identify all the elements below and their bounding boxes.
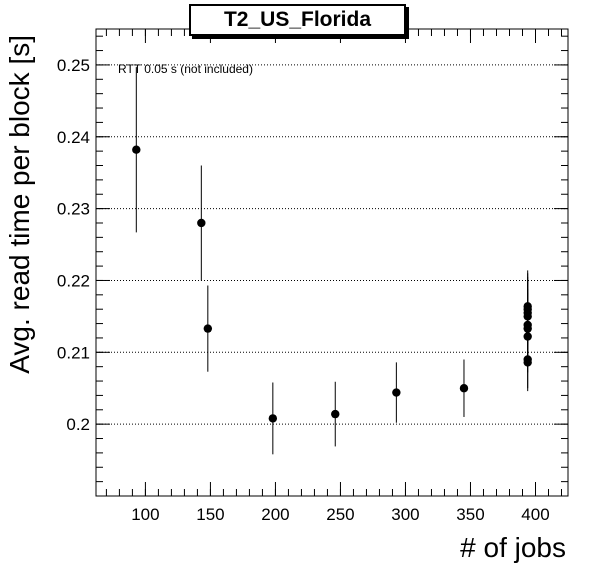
x-tick-label: 400 <box>521 505 549 524</box>
x-tick-label: 200 <box>261 505 289 524</box>
data-point <box>268 382 278 455</box>
grid-lines <box>96 64 568 425</box>
data-points <box>132 67 532 455</box>
x-tick-label: 150 <box>196 505 224 524</box>
y-tick-label: 0.22 <box>57 271 90 290</box>
marker <box>197 218 206 228</box>
data-point <box>392 362 401 423</box>
x-tick-label: 100 <box>131 505 159 524</box>
data-point <box>132 67 141 233</box>
marker <box>459 384 469 393</box>
y-tick-label: 0.2 <box>66 415 90 434</box>
data-point <box>523 333 532 392</box>
marker <box>268 414 278 423</box>
rtt-annotation: RTT 0.05 s (not included) <box>118 62 253 76</box>
y-axis-label: Avg. read time per block [s] <box>4 35 35 374</box>
data-point <box>197 165 206 281</box>
marker <box>331 409 340 419</box>
marker <box>523 358 532 367</box>
y-tick-label: 0.25 <box>57 56 90 75</box>
y-tick-label: 0.21 <box>57 343 90 362</box>
x-axis-label: # of jobs <box>460 532 566 563</box>
chart-title-box: T2_US_Florida <box>189 4 406 36</box>
axis-ticks <box>96 29 568 497</box>
marker <box>203 324 213 333</box>
x-tick-label: 300 <box>391 505 419 524</box>
data-point <box>459 359 469 417</box>
x-tick-label: 350 <box>456 505 484 524</box>
plot-frame <box>95 28 569 497</box>
marker <box>392 388 401 397</box>
tick-labels: 0.2 0.21 0.22 0.23 0.24 0.25 100 150 200 250 300 35… <box>57 56 550 524</box>
data-point <box>331 381 340 447</box>
data-point <box>203 285 213 372</box>
y-tick-label: 0.24 <box>57 128 90 147</box>
y-tick-label: 0.23 <box>57 200 90 219</box>
chart-title: T2_US_Florida <box>223 8 372 31</box>
marker <box>132 145 141 154</box>
x-tick-label: 250 <box>326 505 354 524</box>
